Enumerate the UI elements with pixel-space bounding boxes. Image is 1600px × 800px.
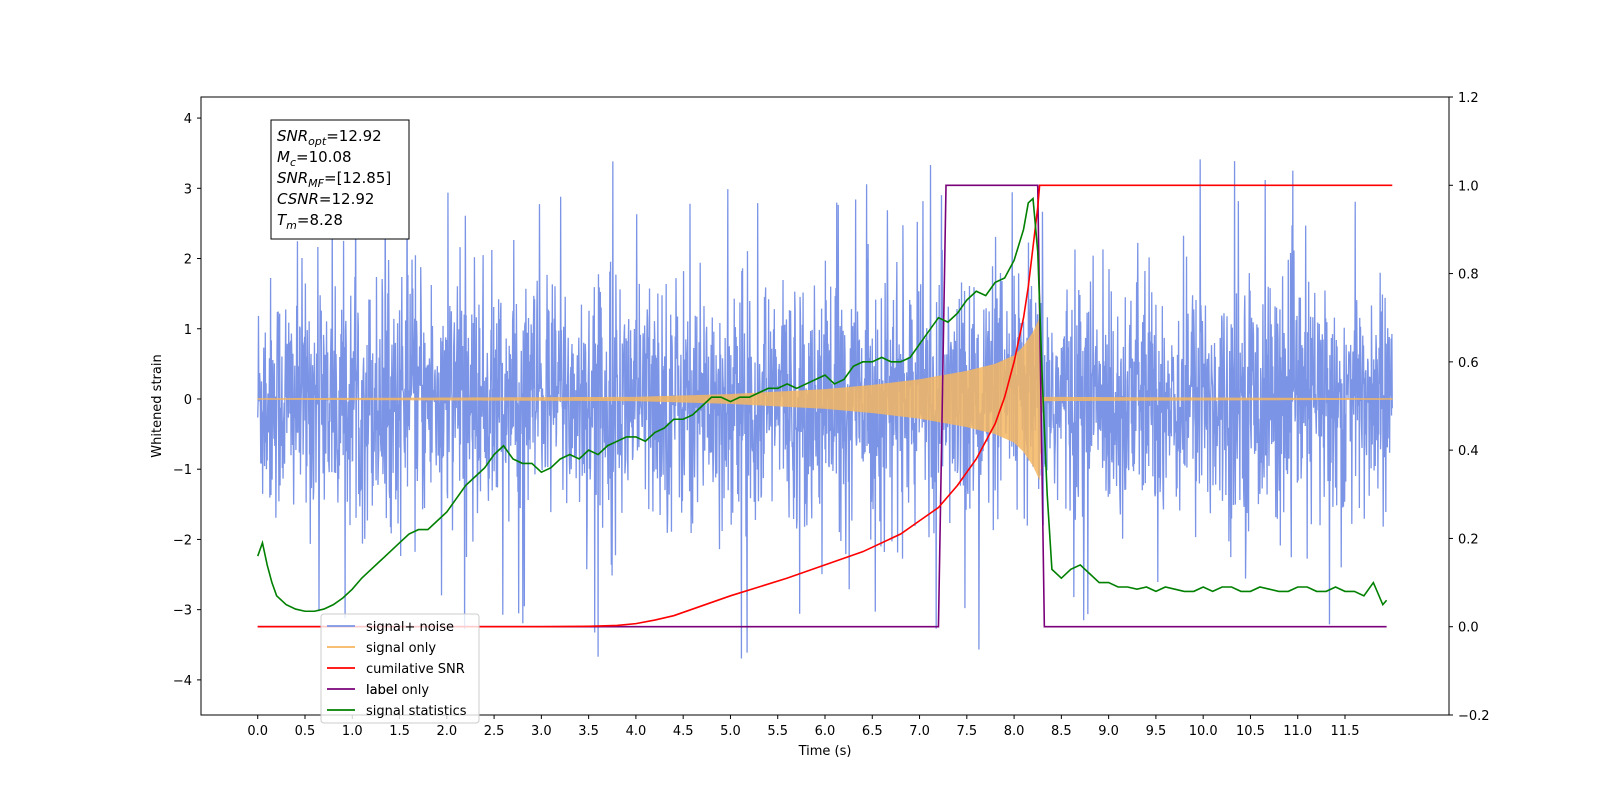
stats-annotation-box: SNRopt=12.92Mc=10.08SNRMF=[12.85]CSNR=12…: [270, 119, 410, 240]
x-tick-label: 6.0: [815, 724, 836, 739]
x-tick-label: 9.5: [1146, 724, 1167, 739]
legend-hidden-label: label only: [366, 683, 429, 698]
legend-label: cumilative SNR: [366, 662, 465, 677]
legend-label: signal statistics: [366, 704, 467, 719]
legend-label: label: [366, 683, 397, 698]
y2-tick-label: −0.2: [1458, 709, 1490, 724]
x-tick-label: 5.5: [767, 724, 788, 739]
y2-tick-label: 0.6: [1458, 356, 1479, 371]
x-tick-label: 10.5: [1236, 724, 1265, 739]
y2-tick-label: 0.2: [1458, 532, 1479, 547]
series-line-signal-noise: [257, 141, 1393, 659]
y2-tick-label: 0.4: [1458, 444, 1479, 459]
y-tick-label: 3: [184, 182, 192, 197]
annotation-frame: [270, 119, 410, 240]
x-tick-label: 8.5: [1051, 724, 1072, 739]
legend-label: signal only: [366, 641, 436, 656]
annotation-line: Mc=10.08: [277, 148, 352, 169]
legend: label only signal+ noise signal only cumila…: [320, 613, 480, 724]
y-tick-label: −2: [173, 533, 192, 548]
x-tick-label: 6.5: [862, 724, 883, 739]
x-tick-label: 7.5: [956, 724, 977, 739]
x-tick-label: 8.0: [1004, 724, 1025, 739]
y-tick-label: 0: [184, 393, 192, 408]
y2-tick-label: 0.0: [1458, 621, 1479, 636]
series-line-signal-statistics: [256, 196, 1388, 613]
x-tick-label: 7.0: [909, 724, 930, 739]
y-tick-label: 4: [184, 112, 192, 127]
annotation-line: Tm=8.28: [277, 211, 343, 232]
x-tick-label: 0.5: [295, 724, 316, 739]
y-tick-label: −4: [173, 674, 192, 689]
y-axis-left: −4 −3 −2 −1 0 1 2 3 4: [173, 112, 201, 689]
y-axis-label: Whitened strain: [150, 354, 165, 457]
x-tick-label: 4.0: [626, 724, 647, 739]
y-axis-right: −0.2 0.0 0.2 0.4 0.6 0.8 1.0 1.2: [1449, 91, 1490, 724]
annotation-line: CSNR=12.92: [277, 190, 374, 208]
series-line-label: [257, 184, 1387, 628]
x-tick-label: 1.5: [389, 724, 410, 739]
x-tick-label: 4.5: [673, 724, 694, 739]
legend-label: signal+ noise: [366, 620, 454, 635]
y-tick-label: −1: [173, 463, 192, 478]
y-tick-label: 1: [184, 323, 192, 338]
x-tick-label: 0.0: [247, 724, 268, 739]
y2-tick-label: 1.2: [1458, 91, 1479, 106]
y2-tick-label: 1.0: [1458, 179, 1479, 194]
series-line-cumulative-snr: [257, 184, 1393, 628]
series-line-signal-only: [257, 319, 1393, 480]
x-tick-label: 5.0: [720, 724, 741, 739]
x-axis: 0.0 0.5 1.0 1.5 2.0 2.5 3.0 3.5 4.0 4.5 5.0 5.5 6.0 6…: [247, 715, 1359, 739]
y-tick-label: 2: [184, 253, 192, 268]
x-tick-label: 2.0: [436, 724, 457, 739]
y-tick-label: −3: [173, 604, 192, 619]
x-tick-label: 11.0: [1283, 724, 1312, 739]
plot-area: [256, 141, 1393, 659]
x-tick-label: 10.0: [1189, 724, 1218, 739]
legend-frame: [320, 613, 480, 724]
annotation-line: SNRopt=12.92: [277, 127, 382, 148]
x-tick-label: 3.0: [531, 724, 552, 739]
y2-tick-label: 0.8: [1458, 268, 1479, 283]
x-tick-label: 3.5: [578, 724, 599, 739]
x-tick-label: 9.0: [1098, 724, 1119, 739]
x-tick-label: 2.5: [484, 724, 505, 739]
x-tick-label: 1.0: [342, 724, 363, 739]
x-tick-label: 11.5: [1331, 724, 1360, 739]
x-axis-label: Time (s): [798, 744, 852, 759]
annotation-line: SNRMF=[12.85]: [277, 169, 391, 190]
